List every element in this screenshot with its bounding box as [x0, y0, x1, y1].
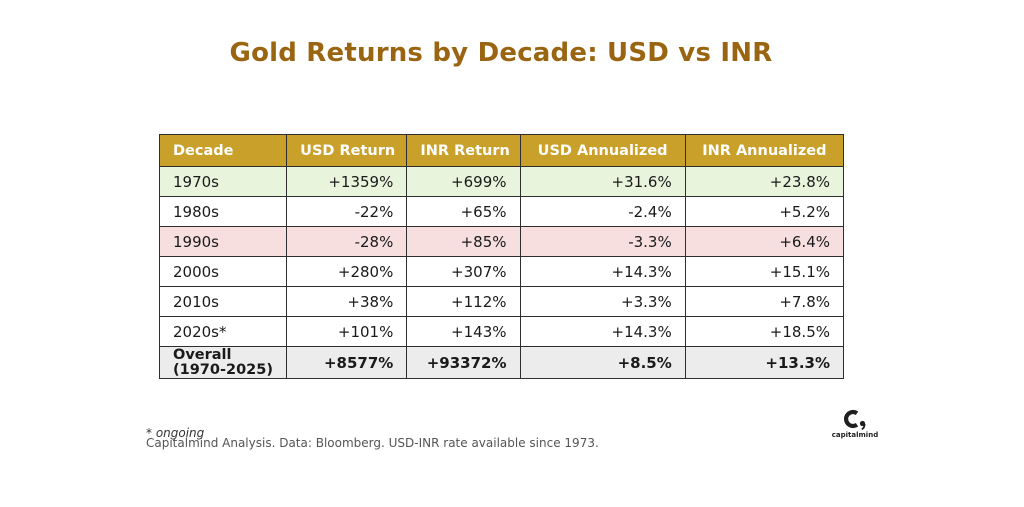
inr-annualized-cell: +7.8% [684, 286, 845, 317]
decade-cell: 2020s* [158, 316, 288, 347]
table-row: 2000s +280% +307% +14.3% +15.1% [158, 256, 845, 287]
inr-annualized-cell: +6.4% [684, 226, 845, 257]
chart-title: Gold Returns by Decade: USD vs INR [229, 38, 773, 68]
total-inr-return-cell: +93372% [406, 346, 521, 379]
inr-return-cell: +307% [406, 256, 521, 287]
table-row: 1990s -28% +85% -3.3% +6.4% [158, 226, 845, 257]
brand-logo: capitalmind [830, 408, 880, 439]
inr-return-cell: +143% [406, 316, 521, 347]
column-header-usd-annualized: USD Annualized [519, 134, 686, 167]
usd-return-cell: +280% [286, 256, 408, 287]
inr-annualized-cell: +5.2% [684, 196, 845, 227]
footnote: * ongoing [146, 426, 205, 440]
inr-annualized-cell: +18.5% [684, 316, 845, 347]
table-row: 1970s +1359% +699% +31.6% +23.8% [158, 166, 845, 197]
capitalmind-logo-icon [844, 409, 866, 430]
table-row: 2020s* +101% +143% +14.3% +18.5% [158, 316, 845, 347]
usd-return-cell: +38% [286, 286, 408, 317]
decade-cell: 1970s [158, 166, 288, 197]
column-header-usd-return: USD Return [286, 134, 408, 167]
usd-return-cell: -22% [286, 196, 408, 227]
returns-table: Decade USD Return INR Return USD Annuali… [158, 134, 845, 379]
usd-annualized-cell: +3.3% [519, 286, 686, 317]
column-header-inr-annualized: INR Annualized [684, 134, 845, 167]
decade-cell: 1990s [158, 226, 288, 257]
usd-annualized-cell: -2.4% [519, 196, 686, 227]
decade-cell: 1980s [158, 196, 288, 227]
total-usd-return-cell: +8577% [286, 346, 408, 379]
table-row: 1980s -22% +65% -2.4% +5.2% [158, 196, 845, 227]
total-usd-annualized-cell: +8.5% [519, 346, 686, 379]
column-header-inr-return: INR Return [406, 134, 521, 167]
logo-text: capitalmind [831, 431, 879, 439]
inr-return-cell: +65% [406, 196, 521, 227]
total-decade-cell: Overall (1970-2025) [158, 346, 288, 379]
usd-annualized-cell: +14.3% [519, 316, 686, 347]
inr-annualized-cell: +23.8% [684, 166, 845, 197]
total-inr-annualized-cell: +13.3% [684, 346, 845, 379]
column-header-decade: Decade [158, 134, 288, 167]
total-row: Overall (1970-2025) +8577% +93372% +8.5%… [158, 346, 845, 379]
decade-cell: 2010s [158, 286, 288, 317]
inr-return-cell: +112% [406, 286, 521, 317]
decade-cell: 2000s [158, 256, 288, 287]
table-header-row: Decade USD Return INR Return USD Annuali… [158, 134, 845, 167]
usd-annualized-cell: +31.6% [519, 166, 686, 197]
usd-annualized-cell: -3.3% [519, 226, 686, 257]
usd-return-cell: -28% [286, 226, 408, 257]
inr-return-cell: +85% [406, 226, 521, 257]
source-note: Capitalmind Analysis. Data: Bloomberg. U… [146, 436, 599, 450]
total-decade-line1: Overall [173, 346, 232, 363]
total-decade-line2: (1970-2025) [173, 361, 273, 378]
inr-annualized-cell: +15.1% [684, 256, 845, 287]
usd-annualized-cell: +14.3% [519, 256, 686, 287]
inr-return-cell: +699% [406, 166, 521, 197]
table-row: 2010s +38% +112% +3.3% +7.8% [158, 286, 845, 317]
usd-return-cell: +101% [286, 316, 408, 347]
usd-return-cell: +1359% [286, 166, 408, 197]
